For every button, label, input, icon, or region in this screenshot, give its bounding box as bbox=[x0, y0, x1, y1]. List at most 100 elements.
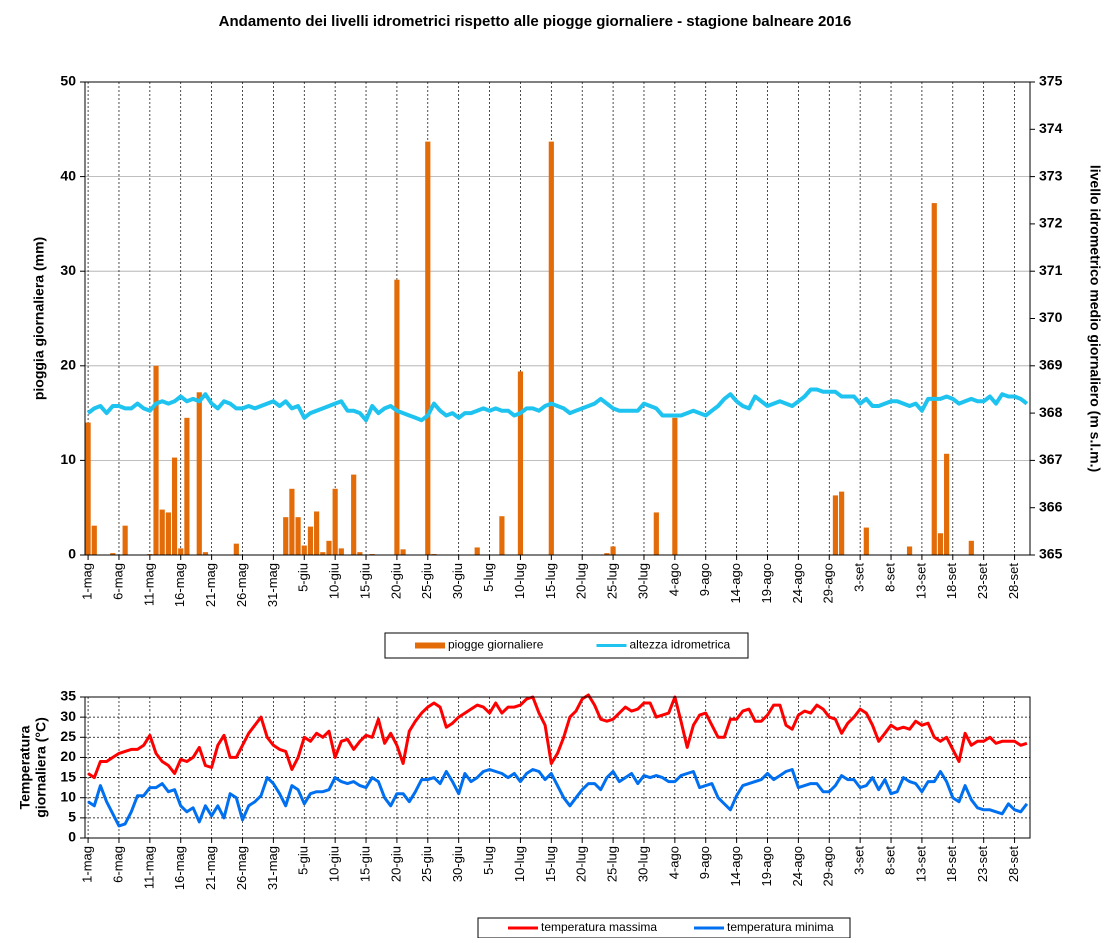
bar bbox=[110, 553, 116, 555]
legend-label: piogge giornaliere bbox=[448, 638, 544, 652]
x-tick-label: 6-mag bbox=[110, 563, 125, 600]
bar bbox=[937, 533, 944, 555]
y-tick-label: 35 bbox=[60, 688, 76, 704]
x-tick-label: 30-giu bbox=[450, 846, 465, 882]
bar bbox=[610, 546, 616, 555]
x-tick-label: 6-mag bbox=[110, 846, 125, 883]
x-tick-label: 25-giu bbox=[419, 846, 434, 882]
bar bbox=[283, 517, 289, 555]
y-tick-label: 15 bbox=[60, 768, 76, 784]
bar bbox=[517, 371, 524, 555]
x-tick-label: 31-mag bbox=[265, 563, 280, 607]
y-axis-label: pioggia giornaliera (mm) bbox=[31, 237, 47, 400]
x-tick-label: 15-lug bbox=[543, 846, 558, 882]
bar bbox=[332, 488, 338, 555]
legend-label: altezza idrometrica bbox=[630, 638, 731, 652]
x-tick-label: 16-mag bbox=[172, 846, 187, 890]
plot-area bbox=[85, 82, 1030, 555]
legend-label: temperatura minima bbox=[727, 920, 834, 934]
x-tick-label: 30-lug bbox=[635, 846, 650, 882]
bar bbox=[178, 548, 184, 555]
bar bbox=[548, 141, 554, 555]
x-tick-label: 20-lug bbox=[574, 563, 589, 599]
y2-tick-label: 368 bbox=[1039, 404, 1063, 420]
plot-frame bbox=[84, 696, 1031, 839]
x-tick-label: 13-set bbox=[913, 563, 928, 600]
bar bbox=[171, 457, 178, 555]
x-tick-label: 5-lug bbox=[481, 563, 496, 592]
x-tick-label: 24-ago bbox=[790, 563, 805, 603]
x-tick-label: 10-giu bbox=[327, 563, 342, 599]
x-tick-label: 19-ago bbox=[759, 846, 774, 886]
x-tick-label: 31-mag bbox=[265, 846, 280, 890]
x-tick-label: 13-set bbox=[913, 846, 928, 883]
line-series bbox=[87, 768, 1029, 828]
y-tick-label: 10 bbox=[60, 788, 76, 804]
x-tick-label: 19-ago bbox=[759, 563, 774, 603]
x-tick-label: 20-lug bbox=[574, 846, 589, 882]
x-tick-label: 28-set bbox=[1006, 563, 1021, 600]
y2-tick-label: 375 bbox=[1039, 73, 1063, 89]
x-tick-label: 10-lug bbox=[512, 563, 527, 599]
x-tick-label: 20-giu bbox=[388, 563, 403, 599]
bar bbox=[289, 488, 295, 555]
bar bbox=[672, 417, 678, 555]
bar bbox=[295, 517, 301, 555]
bar bbox=[931, 203, 937, 555]
x-tick-label: 29-ago bbox=[821, 846, 836, 886]
y2-tick-label: 372 bbox=[1039, 215, 1063, 231]
bar bbox=[968, 540, 974, 555]
x-tick-label: 21-mag bbox=[203, 563, 218, 607]
bar bbox=[91, 525, 97, 555]
y-tick-label: 5 bbox=[68, 809, 76, 825]
y2-tick-label: 366 bbox=[1039, 498, 1063, 514]
chart-title: Andamento dei livelli idrometrici rispet… bbox=[219, 13, 852, 30]
bar bbox=[474, 547, 480, 555]
x-tick-label: 1-mag bbox=[80, 846, 95, 883]
bar bbox=[425, 141, 431, 555]
x-tick-label: 29-ago bbox=[821, 563, 836, 603]
y-tick-label: 0 bbox=[68, 829, 76, 845]
x-tick-label: 18-set bbox=[944, 846, 959, 883]
line-series bbox=[86, 387, 1029, 423]
y2-axis-label: livello idrometrico medio giornaliero (m… bbox=[1087, 165, 1103, 472]
x-tick-label: 26-mag bbox=[234, 563, 249, 607]
x-tick-label: 21-mag bbox=[203, 846, 218, 890]
plot-frame bbox=[84, 81, 1031, 556]
bar bbox=[153, 365, 159, 555]
x-tick-label: 11-mag bbox=[141, 846, 156, 889]
y-axis-label: giornaliera (°C) bbox=[33, 717, 49, 818]
x-tick-label: 15-lug bbox=[543, 563, 558, 599]
bar bbox=[326, 540, 332, 555]
x-tick-label: 20-giu bbox=[388, 846, 403, 882]
y2-tick-label: 365 bbox=[1039, 546, 1063, 562]
y2-tick-label: 369 bbox=[1039, 357, 1063, 373]
x-tick-label: 5-giu bbox=[296, 846, 311, 875]
x-tick-label: 5-giu bbox=[296, 563, 311, 592]
y2-tick-label: 374 bbox=[1039, 120, 1063, 136]
bar bbox=[196, 392, 202, 555]
x-tick-label: 25-lug bbox=[605, 563, 620, 599]
x-tick-label: 14-ago bbox=[728, 846, 743, 886]
bar bbox=[653, 512, 659, 555]
x-tick-label: 1-mag bbox=[80, 563, 95, 600]
bar bbox=[351, 474, 357, 555]
bar bbox=[394, 279, 400, 555]
x-tick-label: 10-giu bbox=[327, 846, 342, 882]
x-tick-label: 8-set bbox=[882, 563, 897, 592]
bar bbox=[159, 509, 165, 555]
plot-area bbox=[85, 697, 1030, 838]
x-tick-label: 4-ago bbox=[666, 846, 681, 879]
y2-tick-label: 370 bbox=[1039, 309, 1063, 325]
bar bbox=[184, 417, 190, 555]
x-tick-label: 25-lug bbox=[605, 846, 620, 882]
x-tick-label: 4-ago bbox=[666, 563, 681, 596]
x-tick-label: 23-set bbox=[975, 846, 990, 883]
y-tick-label: 50 bbox=[60, 73, 76, 89]
y-tick-label: 30 bbox=[60, 262, 76, 278]
bar bbox=[839, 491, 845, 555]
y-tick-label: 25 bbox=[60, 728, 76, 744]
x-tick-label: 26-mag bbox=[234, 846, 249, 890]
bar bbox=[314, 511, 320, 555]
